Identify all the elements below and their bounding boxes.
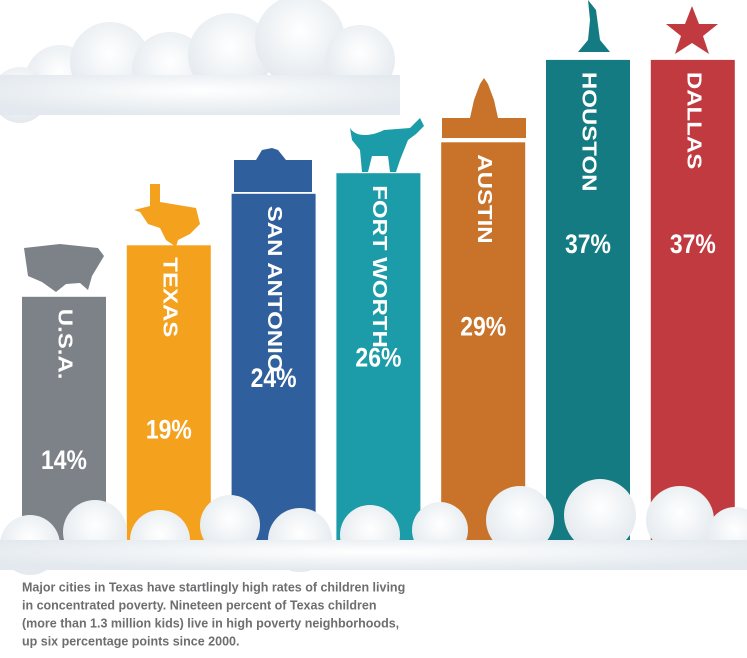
bar [231, 193, 316, 561]
caption-line: up six percentage points since 2000. [22, 634, 239, 648]
category-label: DALLAS [683, 72, 706, 169]
category-label: FORT WORTH [368, 185, 391, 348]
background-clouds [0, 0, 400, 123]
texas-icon [134, 184, 200, 247]
value-label: 19% [146, 415, 192, 445]
value-label: 26% [355, 343, 401, 373]
value-label: 29% [460, 312, 506, 342]
bar [126, 245, 211, 561]
value-label: 24% [251, 363, 297, 393]
category-label: HOUSTON [578, 72, 601, 192]
bar [546, 59, 630, 561]
value-label: 14% [41, 445, 87, 475]
category-label: U.S.A. [54, 309, 77, 380]
shuttle-icon [578, 0, 610, 52]
star-icon [666, 6, 718, 54]
city-icons [24, 0, 718, 292]
caption: Major cities in Texas have startlingly h… [22, 580, 405, 648]
value-label: 37% [670, 229, 716, 259]
bar [650, 59, 735, 561]
category-label: SAN ANTONIO [264, 206, 287, 373]
bar [336, 173, 421, 560]
caption-line: in concentrated poverty. Nineteen percen… [22, 598, 377, 612]
caption-line: (more than 1.3 million kids) live in hig… [22, 616, 399, 630]
foreground-clouds [0, 479, 747, 575]
category-label: AUSTIN [473, 154, 496, 243]
usa-icon [24, 244, 104, 292]
value-label: 37% [565, 229, 611, 259]
longhorn-icon [350, 118, 424, 172]
category-label: TEXAS [159, 257, 182, 337]
capitol-icon [442, 78, 526, 138]
caption-line: Major cities in Texas have startlingly h… [22, 580, 405, 594]
alamo-icon [234, 148, 312, 192]
